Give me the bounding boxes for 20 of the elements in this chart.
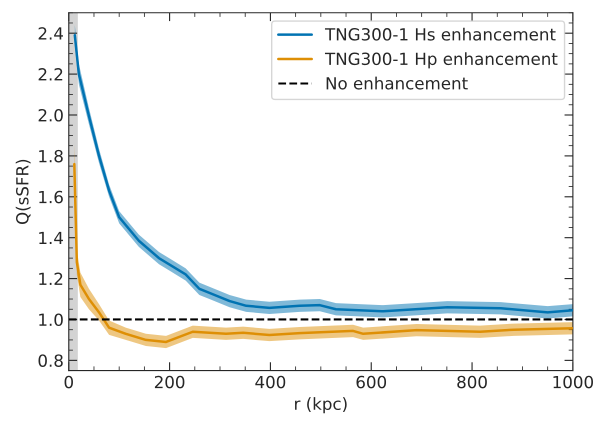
x-tick-label: 200 [154, 376, 184, 388]
y-tick-label: 2.4 [38, 27, 63, 40]
y-tick-label: 1.6 [39, 190, 63, 204]
legend-label: TNG300-1 Hp enhancement [324, 52, 558, 68]
y-tick-label: 1.2 [39, 272, 62, 285]
x-tick-label: 0 [64, 376, 73, 388]
y-tick-label: 1.4 [39, 232, 63, 244]
legend-label: No enhancement [326, 76, 468, 90]
y-tick-label: 2.0 [38, 108, 63, 122]
x-tick-label: 400 [255, 376, 286, 388]
x-tick-label: 1000 [554, 376, 593, 388]
legend-label: TNG300-1 Hs enhancement [324, 28, 556, 41]
y-tick-label: 1.0 [39, 313, 63, 326]
y-tick-label: 0.8 [38, 354, 63, 367]
x-tick-label: 800 [457, 376, 487, 388]
y-tick-label: 1.8 [39, 150, 63, 162]
x-axis-title: r (kpc) [295, 397, 347, 414]
x-tick-label: 600 [356, 376, 386, 388]
y-tick-label: 2.2 [38, 68, 62, 80]
y-axis-title: Q(sSFR) [16, 160, 31, 224]
